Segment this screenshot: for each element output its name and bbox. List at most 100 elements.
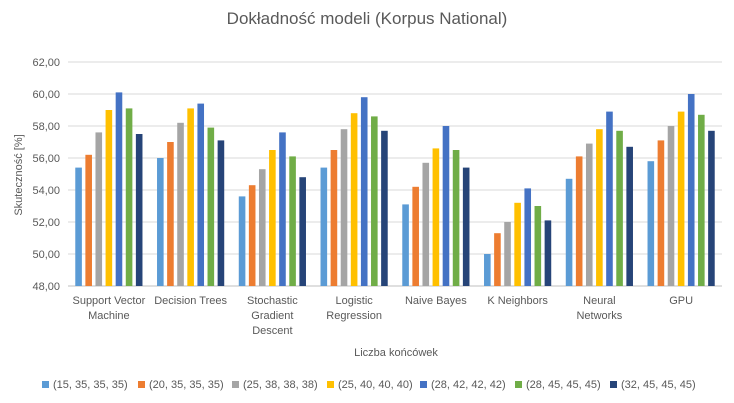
bar — [238, 196, 246, 286]
x-category-label: Naive Bayes — [405, 295, 467, 307]
bar — [494, 233, 501, 286]
bar — [484, 254, 491, 286]
y-tick-label: 62,00 — [32, 57, 60, 69]
legend-swatch — [610, 381, 617, 388]
bar — [422, 162, 430, 286]
bar — [606, 111, 613, 286]
x-category-label: Decision Trees — [154, 295, 227, 307]
bar — [95, 132, 103, 286]
bar — [197, 103, 205, 286]
bar — [708, 130, 715, 286]
bar — [575, 156, 583, 286]
x-category-label: K Neighbors — [487, 295, 548, 307]
legend-label: (15, 35, 35, 35) — [53, 379, 128, 391]
bars — [75, 92, 715, 287]
x-category-label: Stochastic — [247, 295, 298, 307]
bar — [258, 169, 266, 286]
bar — [299, 177, 306, 286]
bar — [687, 94, 695, 286]
x-category-label: Gradient — [251, 310, 293, 322]
bar — [698, 114, 705, 286]
bar — [677, 111, 685, 286]
legend-label: (25, 40, 40, 40) — [338, 379, 413, 391]
legend-swatch — [327, 381, 334, 388]
bar — [534, 206, 542, 286]
bar — [381, 130, 388, 286]
bar — [320, 167, 328, 286]
x-axis-title: Liczba końcówek — [354, 347, 438, 359]
bar — [596, 129, 603, 286]
legend-swatch — [42, 381, 49, 388]
gridlines — [68, 61, 722, 287]
bar — [289, 156, 296, 286]
bar — [514, 202, 521, 286]
bar — [157, 158, 164, 286]
x-category-label: Machine — [88, 310, 130, 322]
bar — [340, 129, 348, 286]
bar — [585, 143, 593, 286]
bar — [371, 116, 378, 287]
bar — [125, 108, 133, 287]
x-category-label: Logistic — [335, 295, 373, 307]
y-axis-ticks: 48,00 50,00 52,00 54,00 56,00 58,00 60,00 62,00 — [32, 57, 60, 293]
bar — [657, 140, 665, 286]
x-category-label: Neural — [583, 295, 615, 307]
bar — [248, 185, 256, 286]
legend-label: (28, 45, 45, 45) — [526, 379, 601, 391]
bar — [647, 161, 655, 286]
bar — [462, 167, 470, 286]
bar — [626, 146, 633, 286]
bar — [524, 188, 532, 286]
bar — [565, 178, 573, 286]
x-category-label: Networks — [576, 310, 622, 322]
bar — [105, 110, 113, 286]
legend-label: (25, 38, 38, 38) — [243, 379, 318, 391]
y-tick-label: 52,00 — [32, 217, 60, 229]
bar — [217, 140, 225, 286]
legend-label: (32, 45, 45, 45) — [621, 379, 696, 391]
x-category-label: Descent — [252, 325, 292, 337]
bar — [279, 132, 286, 286]
bar — [360, 97, 368, 286]
legend-swatch — [138, 381, 145, 388]
bar — [115, 92, 123, 287]
bar — [616, 130, 623, 286]
chart-title: Dokładność modeli (Korpus National) — [227, 9, 508, 28]
bar — [75, 167, 82, 286]
x-category-label: GPU — [669, 295, 693, 307]
legend-label: (28, 42, 42, 42) — [431, 379, 506, 391]
bar — [269, 150, 276, 286]
bar — [402, 204, 409, 286]
y-tick-label: 56,00 — [32, 153, 60, 165]
bar — [504, 222, 511, 286]
bar — [544, 220, 552, 286]
bar — [167, 142, 174, 286]
bar — [667, 126, 675, 286]
y-tick-label: 58,00 — [32, 121, 60, 133]
bar — [187, 108, 194, 287]
bar — [452, 150, 460, 286]
bar — [330, 150, 338, 286]
y-tick-label: 54,00 — [32, 185, 60, 197]
bar — [350, 113, 358, 286]
legend-swatch — [232, 381, 239, 388]
legend-swatch — [515, 381, 522, 388]
x-category-label: Regression — [326, 310, 382, 322]
bar — [207, 127, 215, 286]
y-tick-label: 60,00 — [32, 89, 60, 101]
bar — [85, 154, 92, 286]
x-category-label: Support Vector — [72, 295, 145, 307]
bar — [442, 126, 450, 286]
bar — [135, 134, 143, 286]
legend: (15, 35, 35, 35) (20, 35, 35, 35) (25, 38,… — [42, 379, 696, 391]
y-axis-title: Skuteczność [%] — [13, 134, 25, 215]
legend-label: (20, 35, 35, 35) — [149, 379, 224, 391]
x-axis-categories: Support Vector Machine Decision Trees Stoch… — [72, 295, 693, 337]
bar — [432, 148, 440, 286]
legend-swatch — [420, 381, 427, 388]
bar — [412, 186, 419, 286]
bar — [177, 122, 184, 286]
y-tick-label: 48,00 — [32, 281, 60, 293]
y-tick-label: 50,00 — [32, 249, 60, 261]
